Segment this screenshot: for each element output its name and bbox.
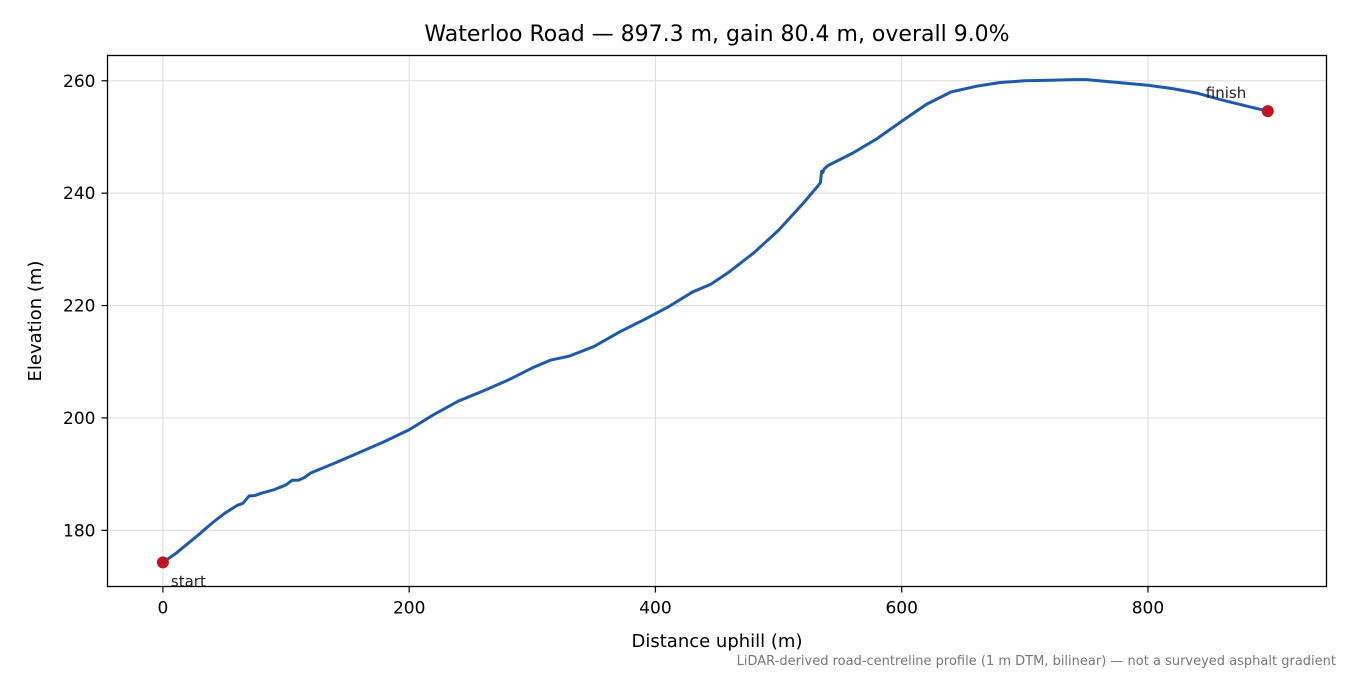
x-tick-label: 800 bbox=[1132, 599, 1164, 619]
elevation-profile-line bbox=[161, 78, 1270, 564]
y-axis-label: Elevation (m) bbox=[25, 261, 46, 382]
marker-layer: start finish bbox=[156, 84, 1274, 590]
finish-label: finish bbox=[1206, 84, 1246, 102]
finish-marker bbox=[1261, 105, 1274, 118]
x-tick-label: 400 bbox=[639, 599, 671, 619]
x-axis-label: Distance uphill (m) bbox=[632, 631, 803, 652]
y-tick-label: 240 bbox=[63, 184, 95, 204]
grid-layer bbox=[107, 55, 1327, 587]
plot-frame bbox=[106, 54, 1328, 588]
x-tick-label: 600 bbox=[885, 599, 917, 619]
x-tick-label: 0 bbox=[157, 599, 168, 619]
y-tick-label: 180 bbox=[63, 521, 95, 541]
start-label: start bbox=[171, 572, 206, 590]
line-layer bbox=[161, 78, 1270, 564]
start-marker bbox=[156, 556, 169, 569]
x-tick-label: 200 bbox=[393, 599, 425, 619]
y-tick-label: 260 bbox=[63, 72, 95, 92]
y-tick-label: 220 bbox=[63, 297, 95, 317]
tick-layer: 0 200 400 600 800 180 200 220 240 260 bbox=[63, 72, 1164, 619]
y-tick-label: 200 bbox=[63, 409, 95, 429]
footnote: LiDAR-derived road-centreline profile (1… bbox=[737, 654, 1336, 669]
chart-title: Waterloo Road — 897.3 m, gain 80.4 m, ov… bbox=[424, 22, 1009, 47]
